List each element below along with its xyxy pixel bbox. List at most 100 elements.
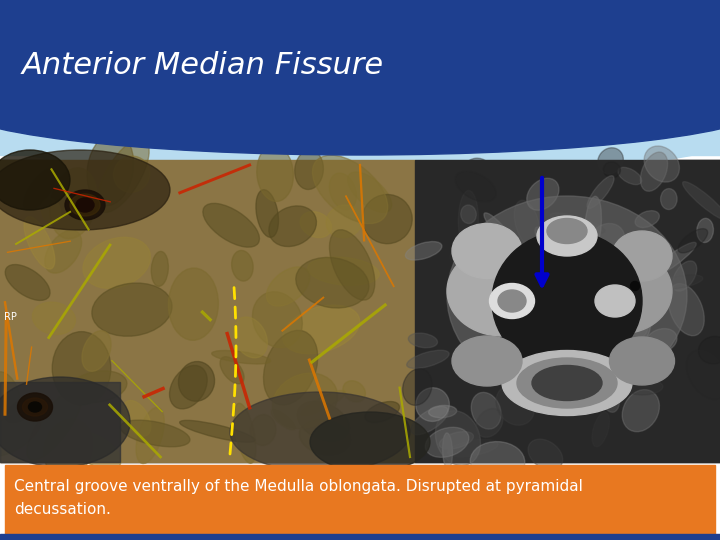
Ellipse shape — [415, 388, 449, 421]
Bar — [0, 160, 415, 462]
Ellipse shape — [251, 415, 276, 446]
Ellipse shape — [612, 231, 672, 281]
Ellipse shape — [0, 413, 41, 457]
Ellipse shape — [0, 55, 720, 155]
Ellipse shape — [408, 333, 438, 348]
Text: Central groove ventrally of the Medulla oblongata. Disrupted at pyramidal
decuss: Central groove ventrally of the Medulla … — [14, 480, 583, 517]
Ellipse shape — [297, 401, 349, 441]
Ellipse shape — [307, 257, 379, 286]
Ellipse shape — [294, 150, 323, 190]
Ellipse shape — [6, 396, 40, 423]
Ellipse shape — [494, 255, 531, 293]
Ellipse shape — [300, 420, 351, 455]
Ellipse shape — [296, 258, 369, 308]
Bar — [415, 160, 720, 462]
Ellipse shape — [603, 162, 621, 178]
Bar — [0, 382, 120, 462]
Ellipse shape — [517, 358, 617, 408]
Ellipse shape — [559, 395, 588, 412]
Ellipse shape — [24, 217, 55, 269]
Ellipse shape — [452, 224, 522, 279]
Ellipse shape — [76, 198, 94, 212]
Ellipse shape — [668, 284, 704, 336]
Ellipse shape — [269, 206, 317, 247]
Ellipse shape — [220, 356, 244, 384]
Ellipse shape — [230, 392, 410, 472]
Ellipse shape — [253, 292, 302, 348]
Ellipse shape — [0, 60, 720, 180]
Ellipse shape — [601, 304, 616, 319]
Ellipse shape — [686, 350, 720, 400]
Ellipse shape — [45, 230, 81, 273]
Ellipse shape — [480, 326, 504, 346]
Ellipse shape — [428, 406, 456, 418]
Ellipse shape — [461, 245, 510, 267]
Ellipse shape — [498, 290, 526, 312]
Ellipse shape — [541, 329, 591, 357]
Ellipse shape — [283, 305, 360, 354]
Ellipse shape — [310, 412, 430, 472]
Ellipse shape — [595, 285, 635, 317]
Ellipse shape — [550, 213, 605, 233]
Ellipse shape — [330, 230, 375, 300]
Ellipse shape — [32, 302, 76, 335]
Ellipse shape — [203, 204, 259, 247]
Ellipse shape — [123, 401, 151, 436]
Ellipse shape — [597, 369, 620, 412]
Ellipse shape — [41, 198, 61, 224]
Ellipse shape — [87, 133, 134, 206]
Ellipse shape — [683, 181, 720, 220]
Text: RP: RP — [4, 312, 17, 322]
Ellipse shape — [264, 330, 318, 405]
Ellipse shape — [256, 190, 279, 238]
Bar — [0, 160, 720, 462]
Ellipse shape — [496, 268, 521, 301]
Ellipse shape — [572, 248, 672, 334]
Ellipse shape — [592, 412, 609, 447]
Text: Anterior Median Fissure: Anterior Median Fissure — [22, 51, 384, 79]
Ellipse shape — [492, 231, 642, 371]
Ellipse shape — [697, 218, 714, 242]
Ellipse shape — [447, 196, 687, 396]
Ellipse shape — [443, 433, 452, 469]
Ellipse shape — [522, 334, 563, 377]
Bar — [0, 0, 720, 105]
Ellipse shape — [407, 350, 449, 368]
Ellipse shape — [53, 332, 111, 405]
Ellipse shape — [628, 301, 656, 330]
Ellipse shape — [168, 268, 218, 340]
Ellipse shape — [625, 342, 660, 376]
Ellipse shape — [678, 228, 708, 253]
Ellipse shape — [646, 328, 677, 353]
Ellipse shape — [234, 403, 256, 463]
Ellipse shape — [558, 220, 585, 249]
Ellipse shape — [455, 171, 496, 202]
Bar — [0, 534, 720, 540]
Ellipse shape — [44, 419, 93, 478]
Ellipse shape — [585, 197, 601, 255]
Ellipse shape — [586, 224, 625, 264]
Ellipse shape — [329, 173, 356, 210]
Ellipse shape — [672, 261, 697, 291]
Ellipse shape — [616, 360, 640, 383]
Ellipse shape — [582, 248, 636, 258]
Ellipse shape — [587, 176, 614, 208]
Ellipse shape — [402, 369, 432, 406]
Ellipse shape — [70, 194, 100, 216]
Ellipse shape — [24, 168, 56, 211]
Ellipse shape — [537, 216, 597, 256]
Ellipse shape — [471, 393, 501, 429]
Ellipse shape — [640, 152, 667, 191]
Ellipse shape — [490, 284, 534, 319]
Ellipse shape — [70, 432, 121, 470]
Ellipse shape — [528, 439, 563, 470]
Ellipse shape — [631, 281, 639, 291]
Ellipse shape — [0, 150, 170, 230]
Bar — [0, 0, 720, 155]
Ellipse shape — [626, 380, 663, 395]
Ellipse shape — [480, 314, 510, 340]
Ellipse shape — [50, 168, 97, 239]
Ellipse shape — [450, 243, 490, 269]
Ellipse shape — [514, 200, 540, 246]
Ellipse shape — [459, 191, 479, 251]
